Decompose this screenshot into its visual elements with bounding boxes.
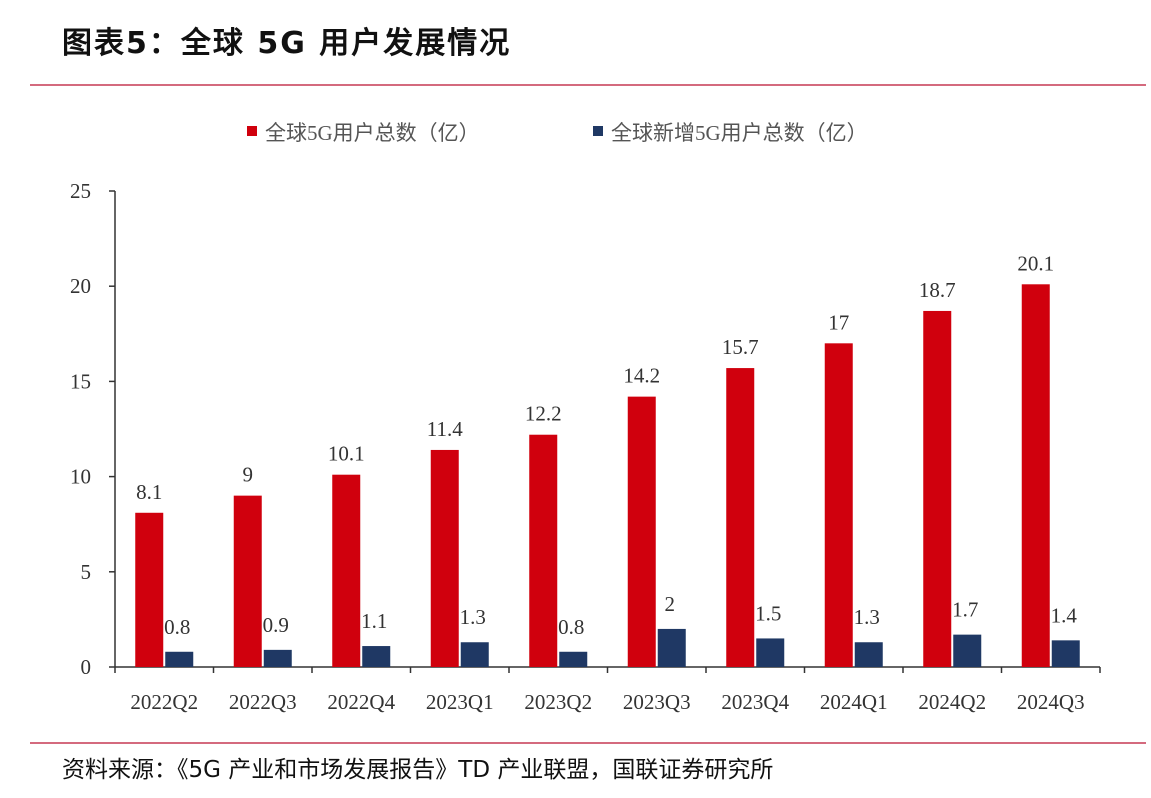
bar-new xyxy=(953,634,982,667)
legend-swatch-total xyxy=(247,126,257,136)
data-label-total: 17 xyxy=(828,310,849,334)
data-label-new: 2 xyxy=(665,592,676,616)
data-label-total: 20.1 xyxy=(1017,251,1054,275)
bottom-divider xyxy=(30,742,1146,744)
x-tick-label: 2024Q3 xyxy=(1017,690,1085,714)
bar-new xyxy=(263,649,292,667)
data-label-total: 12.2 xyxy=(525,402,562,426)
x-tick-label: 2023Q1 xyxy=(426,690,494,714)
bar-new xyxy=(362,646,391,667)
bar-new xyxy=(460,642,489,667)
x-tick-label: 2022Q4 xyxy=(327,690,395,714)
bar-total xyxy=(135,512,164,667)
x-tick-label: 2023Q4 xyxy=(721,690,789,714)
data-label-total: 15.7 xyxy=(722,335,759,359)
legend-label-total: 全球5G用户总数（亿） xyxy=(265,121,480,145)
y-tick-label: 20 xyxy=(70,274,91,298)
x-tick-label: 2022Q3 xyxy=(229,690,297,714)
bar-total xyxy=(430,449,459,667)
y-tick-label: 0 xyxy=(81,655,92,679)
bar-new xyxy=(756,638,785,667)
bar-new xyxy=(854,642,883,667)
y-tick-label: 25 xyxy=(70,179,91,203)
x-tick-label: 2024Q1 xyxy=(820,690,888,714)
bar-chart: 全球5G用户总数（亿） 全球新增5G用户总数（亿） 0 5 10 15 20 25 2022Q… xyxy=(70,121,1101,714)
legend-label-new: 全球新增5G用户总数（亿） xyxy=(611,121,868,145)
x-tick-label: 2022Q2 xyxy=(130,690,198,714)
bar-total xyxy=(726,368,755,667)
top-divider xyxy=(30,84,1146,86)
bar-total xyxy=(1021,284,1050,667)
data-label-new: 1.4 xyxy=(1051,603,1078,627)
data-label-new: 1.7 xyxy=(952,598,978,622)
data-label-total: 11.4 xyxy=(427,417,463,441)
bar-total xyxy=(529,434,558,667)
bar-new xyxy=(1051,640,1080,667)
y-tick-label: 10 xyxy=(70,465,91,489)
data-label-new: 1.3 xyxy=(460,605,486,629)
data-label-new: 0.8 xyxy=(558,615,584,639)
bar-total xyxy=(233,495,262,667)
x-tick-label: 2023Q3 xyxy=(623,690,691,714)
y-tick-label: 15 xyxy=(70,369,91,393)
data-label-new: 1.1 xyxy=(361,609,387,633)
bar-new xyxy=(165,651,194,667)
data-label-total: 8.1 xyxy=(136,480,162,504)
figure-title: 图表5：全球 5G 用户发展情况 xyxy=(62,26,512,61)
data-label-new: 0.8 xyxy=(164,615,190,639)
legend-swatch-new xyxy=(593,126,603,136)
chart-data-labels: 8.1 0.8 9 0.9 10.1 1.1 11.4 1.3 12.2 0.8 14.2 2 15.7… xyxy=(136,251,1077,638)
data-label-new: 1.5 xyxy=(755,601,781,625)
y-tick-label: 5 xyxy=(81,560,92,584)
data-label-total: 9 xyxy=(243,463,254,487)
source-note: 资料来源：《5G 产业和市场发展报告》TD 产业联盟，国联证券研究所 xyxy=(62,757,774,783)
x-tick-label: 2024Q2 xyxy=(918,690,986,714)
data-label-new: 1.3 xyxy=(854,605,880,629)
data-label-total: 18.7 xyxy=(919,278,956,302)
bar-total xyxy=(627,396,656,667)
bar-total xyxy=(332,474,361,667)
chart-axes: 0 5 10 15 20 25 2022Q2 2022Q3 2022Q4 2023Q1 2023Q2… xyxy=(70,179,1101,714)
bar-total xyxy=(824,343,853,667)
data-label-total: 10.1 xyxy=(328,442,365,466)
bar-new xyxy=(657,628,686,667)
x-tick-label: 2023Q2 xyxy=(524,690,592,714)
data-label-new: 0.9 xyxy=(263,613,289,637)
bar-total xyxy=(923,310,952,667)
chart-legend: 全球5G用户总数（亿） 全球新增5G用户总数（亿） xyxy=(247,121,868,145)
bar-new xyxy=(559,651,588,667)
chart-bars xyxy=(135,284,1080,667)
data-label-total: 14.2 xyxy=(623,364,660,388)
